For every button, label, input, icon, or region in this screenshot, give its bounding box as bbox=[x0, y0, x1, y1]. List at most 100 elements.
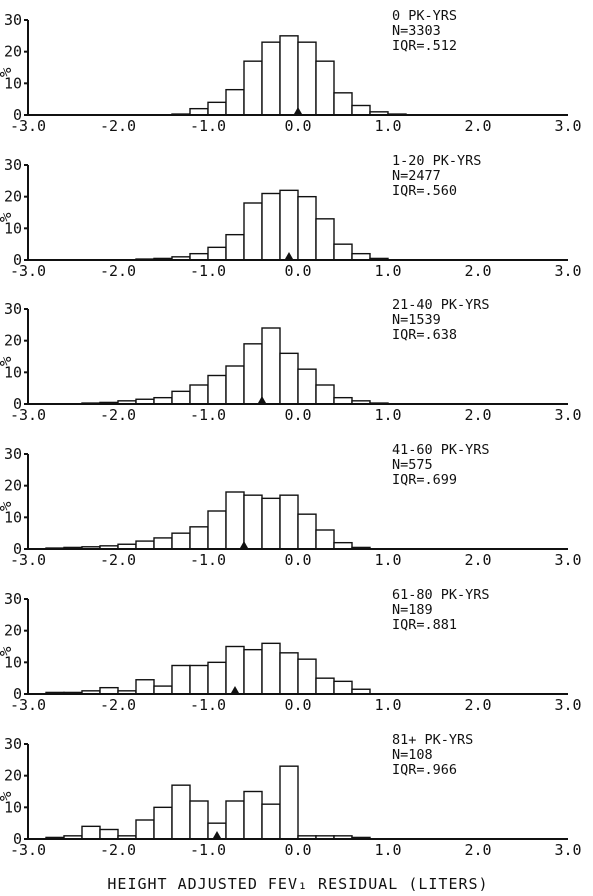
x-tick-label: 2.0 bbox=[464, 841, 491, 859]
histogram-bar bbox=[279, 765, 299, 840]
histogram-bar bbox=[297, 513, 317, 550]
panel-title: 1-20 PK-YRS bbox=[392, 153, 481, 169]
histogram-bar bbox=[333, 680, 353, 695]
histogram-bar bbox=[189, 800, 209, 840]
histogram-bar bbox=[171, 390, 191, 405]
x-tick-label: 0.0 bbox=[284, 262, 311, 280]
histogram-bar bbox=[153, 806, 173, 840]
histogram-bar bbox=[243, 343, 263, 405]
histogram-bar bbox=[189, 526, 209, 550]
panel-annotation: N=2477 bbox=[392, 168, 441, 184]
x-tick-label: -2.0 bbox=[100, 841, 136, 859]
x-tick-label: 0.0 bbox=[284, 841, 311, 859]
histogram-bar bbox=[279, 652, 299, 695]
panel-title: 0 PK-YRS bbox=[392, 8, 457, 24]
histogram-bar bbox=[225, 800, 245, 840]
y-axis-label: % bbox=[0, 212, 15, 222]
panel-annotation: IQR=.881 bbox=[392, 617, 457, 633]
histogram-bar bbox=[207, 661, 227, 695]
histogram-bar bbox=[207, 510, 227, 550]
histogram-bar bbox=[153, 537, 173, 550]
median-marker bbox=[285, 252, 293, 259]
histogram-bar bbox=[261, 497, 281, 550]
histogram-bar bbox=[243, 60, 263, 116]
panel-title: 41-60 PK-YRS bbox=[392, 442, 490, 458]
x-tick-label: 3.0 bbox=[554, 117, 581, 135]
y-tick-label: 20 bbox=[4, 332, 22, 350]
panel-annotation: IQR=.966 bbox=[392, 762, 457, 778]
y-tick-label: 0 bbox=[13, 685, 22, 703]
y-tick-label: 10 bbox=[4, 508, 22, 526]
histogram-bar bbox=[261, 327, 281, 405]
x-tick-label: -3.0 bbox=[10, 406, 46, 424]
y-tick-label: 0 bbox=[13, 540, 22, 558]
x-tick-label: 1.0 bbox=[374, 551, 401, 569]
panel-title: 21-40 PK-YRS bbox=[392, 297, 490, 313]
x-tick-label: 3.0 bbox=[554, 262, 581, 280]
y-tick-label: 20 bbox=[4, 767, 22, 785]
histogram-bar bbox=[243, 648, 263, 695]
x-tick-label: 1.0 bbox=[374, 696, 401, 714]
x-tick-label: 3.0 bbox=[554, 841, 581, 859]
x-tick-label: -2.0 bbox=[100, 117, 136, 135]
y-axis-label: % bbox=[0, 646, 15, 656]
histogram-bar bbox=[297, 195, 317, 261]
x-tick-label: 0.0 bbox=[284, 551, 311, 569]
x-tick-label: -2.0 bbox=[100, 551, 136, 569]
histogram-bar bbox=[279, 352, 299, 405]
histogram-bar bbox=[297, 41, 317, 116]
x-tick-label: 0.0 bbox=[284, 406, 311, 424]
median-marker bbox=[213, 831, 221, 838]
x-tick-label: 1.0 bbox=[374, 841, 401, 859]
histogram-bar bbox=[135, 819, 155, 840]
panel-annotation: IQR=.699 bbox=[392, 472, 457, 488]
x-tick-label: -2.0 bbox=[100, 262, 136, 280]
y-tick-label: 30 bbox=[4, 735, 22, 753]
y-axis-label: % bbox=[0, 356, 15, 366]
histogram-bar bbox=[99, 828, 119, 840]
panel-annotation: N=1539 bbox=[392, 312, 441, 328]
histogram-bar bbox=[225, 88, 245, 116]
histogram-bar bbox=[297, 368, 317, 405]
y-tick-label: 10 bbox=[4, 74, 22, 92]
x-tick-label: 2.0 bbox=[464, 696, 491, 714]
histogram-bar bbox=[333, 243, 353, 261]
y-tick-label: 30 bbox=[4, 445, 22, 463]
histogram-bar bbox=[333, 92, 353, 116]
x-tick-label: -1.0 bbox=[190, 406, 226, 424]
panel-annotation: IQR=.512 bbox=[392, 38, 457, 54]
y-tick-label: 0 bbox=[13, 106, 22, 124]
histogram-bar bbox=[207, 374, 227, 405]
x-tick-label: -3.0 bbox=[10, 551, 46, 569]
panel-title: 61-80 PK-YRS bbox=[392, 587, 490, 603]
x-tick-label: -3.0 bbox=[10, 841, 46, 859]
histogram-bar bbox=[279, 35, 299, 116]
x-tick-label: 2.0 bbox=[464, 262, 491, 280]
histogram-panel: 0 10 20 30% -3.0 -2.0 -1.0 0.0 1.0 2.0 3.0 0 PK-YRS… bbox=[0, 8, 582, 135]
panel-annotation: N=108 bbox=[392, 747, 433, 763]
x-tick-label: -1.0 bbox=[190, 262, 226, 280]
y-axis-label: % bbox=[0, 791, 15, 801]
x-tick-label: 1.0 bbox=[374, 117, 401, 135]
x-tick-label: 2.0 bbox=[464, 406, 491, 424]
y-tick-label: 0 bbox=[13, 830, 22, 848]
y-tick-label: 10 bbox=[4, 798, 22, 816]
panel-annotation: IQR=.638 bbox=[392, 327, 457, 343]
histogram-panel: 0 10 20 30% -3.0 -2.0 -1.0 0.0 1.0 2.0 3.0 1-20 PK-… bbox=[0, 153, 582, 280]
histogram-bar bbox=[279, 494, 299, 550]
histogram-bar bbox=[261, 642, 281, 695]
x-tick-label: -1.0 bbox=[190, 551, 226, 569]
x-tick-label: 3.0 bbox=[554, 551, 581, 569]
histogram-panel: 0 10 20 30% -3.0 -2.0 -1.0 0.0 1.0 2.0 3.0 81+ PK-Y… bbox=[0, 732, 582, 859]
histogram-bar bbox=[135, 540, 155, 550]
histogram-bar bbox=[207, 246, 227, 261]
y-axis-label: % bbox=[0, 501, 15, 511]
histogram-bar bbox=[315, 529, 335, 550]
median-marker bbox=[258, 396, 266, 403]
histogram-bar bbox=[315, 677, 335, 695]
x-tick-label: 0.0 bbox=[284, 117, 311, 135]
panel-annotation: IQR=.560 bbox=[392, 183, 457, 199]
histogram-bar bbox=[171, 784, 191, 840]
x-tick-label: -2.0 bbox=[100, 406, 136, 424]
x-tick-label: 1.0 bbox=[374, 406, 401, 424]
